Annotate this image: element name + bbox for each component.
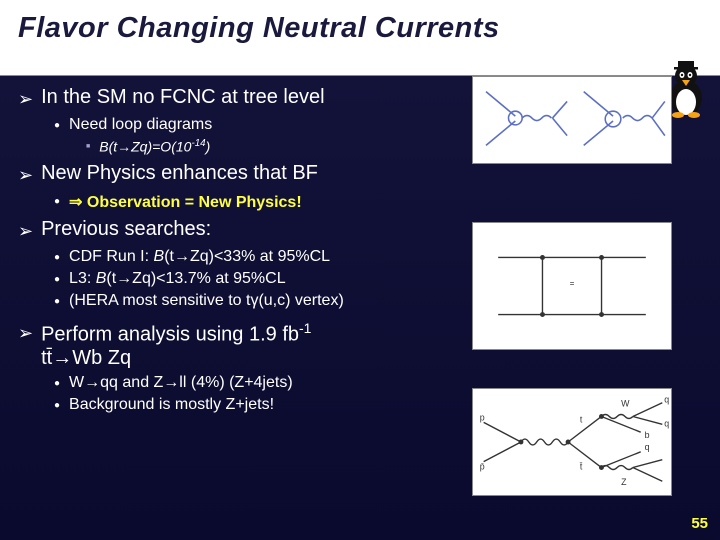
label-q2: q xyxy=(664,418,669,428)
arrow-icon: ➢ xyxy=(18,218,33,244)
figure-ttbar-decay: p p̄ t t̄ W b q q Z q xyxy=(472,388,672,496)
bullet-wqq-zll: ● W→qq and Z→ll (4%) (Z+4jets) xyxy=(54,374,438,394)
bullet-text: Previous searches: xyxy=(41,218,211,241)
label-tbar: t̄ xyxy=(579,461,583,471)
figure-penguin-diagrams xyxy=(472,76,672,164)
label-q1: q xyxy=(664,395,669,405)
l3-b: B xyxy=(96,270,107,287)
bullet-sm-no-fcnc: ➢ In the SM no FCNC at tree level xyxy=(18,86,438,112)
bullet-text: In the SM no FCNC at tree level xyxy=(41,86,324,109)
bullet-text: Perform analysis using 1.9 fb-1 tt̄→Wb Z… xyxy=(41,320,311,370)
formula-exp: -14 xyxy=(191,138,205,149)
dot-icon: ● xyxy=(54,292,60,312)
bullet-cdf: ● CDF Run I: B(t→Zq)<33% at 95%CL xyxy=(54,248,438,268)
dot-icon: ● xyxy=(54,396,60,416)
arrow-icon: ➢ xyxy=(18,320,33,346)
cdf-b: B xyxy=(154,248,165,265)
bullet-text: B(t→Zq)=O(10-14) xyxy=(99,138,210,155)
formula-body: (t→Zq)=O(10 xyxy=(109,139,192,155)
bullet-text: Background is mostly Z+jets! xyxy=(69,396,274,414)
label-q3: q xyxy=(645,442,650,452)
bullet-text: L3: B(t→Zq)<13.7% at 95%CL xyxy=(69,270,286,288)
arrow-icon: ➢ xyxy=(18,162,33,188)
formula-prefix: B xyxy=(99,139,108,155)
bullet-text: (HERA most sensitive to tγ(u,c) vertex) xyxy=(69,292,344,310)
dot-icon: ● xyxy=(54,192,60,212)
bullet-l3: ● L3: B(t→Zq)<13.7% at 95%CL xyxy=(54,270,438,290)
cdf-rest: (t→Zq)<33% at 95%CL xyxy=(164,248,330,265)
bullet-perform-analysis: ➢ Perform analysis using 1.9 fb-1 tt̄→Wb… xyxy=(18,320,438,370)
bullet-text: New Physics enhances that BF xyxy=(41,162,318,185)
bullet-text: ⇒ Observation = New Physics! xyxy=(69,192,302,212)
label-b: b xyxy=(645,430,650,440)
analysis-decay: tt̄→Wb Zq xyxy=(41,347,131,369)
figure-box-diagram: = xyxy=(472,222,672,350)
cdf-prefix: CDF Run I: xyxy=(69,248,153,265)
bullet-text: W→qq and Z→ll (4%) (Z+4jets) xyxy=(69,374,293,392)
dot-icon: ● xyxy=(54,248,60,268)
analysis-exp: -1 xyxy=(299,320,311,336)
content-area: ➢ In the SM no FCNC at tree level ● Need… xyxy=(18,86,438,418)
slide: Flavor Changing Neutral Currents ➢ In th… xyxy=(0,0,720,540)
bullet-previous-searches: ➢ Previous searches: xyxy=(18,218,438,244)
dot-icon: ● xyxy=(54,116,60,136)
bullet-hera: ● (HERA most sensitive to tγ(u,c) vertex… xyxy=(54,292,438,312)
label-t: t xyxy=(580,414,583,424)
svg-text:=: = xyxy=(570,279,575,288)
bullet-branching-order: ■ B(t→Zq)=O(10-14) xyxy=(86,138,438,156)
bullet-background: ● Background is mostly Z+jets! xyxy=(54,396,438,416)
bullet-text: Need loop diagrams xyxy=(69,116,212,134)
label-pbar: p̄ xyxy=(480,461,485,471)
label-p: p xyxy=(480,412,485,422)
dot-icon: ● xyxy=(54,374,60,394)
label-W: W xyxy=(621,399,630,409)
arrow-icon: ➢ xyxy=(18,86,33,112)
l3-prefix: L3: xyxy=(69,270,96,287)
page-number: 55 xyxy=(691,515,708,532)
formula-suffix: ) xyxy=(206,139,211,155)
label-Z: Z xyxy=(621,477,627,487)
square-icon: ■ xyxy=(86,138,90,156)
bullet-new-physics: ➢ New Physics enhances that BF xyxy=(18,162,438,188)
bullet-observation: ● ⇒ Observation = New Physics! xyxy=(54,192,438,212)
l3-rest: (t→Zq)<13.7% at 95%CL xyxy=(106,270,285,287)
bullet-need-loop: ● Need loop diagrams xyxy=(54,116,438,136)
analysis-text: Perform analysis using 1.9 fb xyxy=(41,324,299,346)
slide-title: Flavor Changing Neutral Currents xyxy=(18,12,500,45)
bullet-text: CDF Run I: B(t→Zq)<33% at 95%CL xyxy=(69,248,330,266)
dot-icon: ● xyxy=(54,270,60,290)
